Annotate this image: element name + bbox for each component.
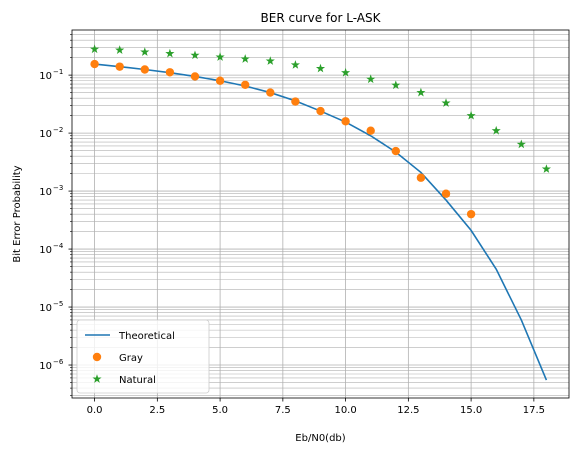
data-point-natural [416, 87, 426, 97]
x-tick-label: 15.0 [460, 405, 482, 416]
data-point-natural [190, 50, 200, 60]
data-point-natural [541, 164, 551, 173]
y-tick-base: 10 [39, 303, 52, 314]
axis-ticks: 0.0 2.5 5.0 7.5 10.0 12.5 15.0 17.510−610−510−4… [39, 34, 545, 416]
y-tick-exponent: −3 [53, 184, 63, 192]
data-point-natural [441, 98, 451, 107]
data-point-natural [491, 125, 501, 135]
x-tick-label: 17.5 [523, 405, 545, 416]
y-tick-exponent: −5 [53, 300, 63, 308]
data-point-natural [516, 139, 526, 149]
y-tick-base: 10 [39, 187, 52, 198]
plot-series [90, 44, 551, 381]
y-tick-exponent: −6 [53, 358, 64, 366]
y-tick-base: 10 [39, 245, 52, 256]
data-point-gray [165, 68, 175, 77]
data-point-natural [165, 48, 175, 58]
legend-marker-natural [92, 374, 102, 383]
data-point-natural [240, 54, 250, 63]
data-point-gray [316, 106, 325, 116]
data-point-gray [416, 173, 426, 182]
data-point-gray [240, 80, 250, 90]
grid-lines [72, 30, 569, 398]
data-point-gray [190, 72, 200, 81]
data-point-natural [140, 47, 150, 56]
x-tick-label: 2.5 [149, 405, 165, 416]
data-point-natural [391, 80, 401, 90]
data-point-natural [215, 52, 225, 61]
y-tick-label: 10 −3 [39, 184, 63, 198]
y-axis-label: Bit Error Probability [12, 165, 23, 262]
y-tick-exponent: −1 [53, 68, 63, 76]
data-point-gray [366, 126, 375, 135]
legend-label-gray: Gray [119, 353, 143, 364]
data-point-natural [366, 74, 376, 84]
x-tick-label: 5.0 [212, 405, 228, 416]
legend-label-natural: Natural [119, 375, 156, 386]
y-tick-label: 10 −5 [39, 300, 63, 314]
data-point-gray [215, 76, 225, 85]
legend: Theoretical Gray Natural [76, 319, 210, 394]
data-point-natural [115, 45, 125, 54]
y-tick-exponent: −4 [53, 242, 64, 250]
data-point-gray [341, 117, 350, 126]
x-tick-label: 12.5 [397, 405, 419, 416]
data-point-natural [341, 67, 351, 77]
legend-box [76, 319, 210, 394]
data-point-gray [441, 189, 451, 198]
y-tick-base: 10 [39, 129, 52, 140]
data-point-natural [315, 63, 326, 73]
data-point-gray [391, 146, 401, 156]
x-tick-label: 0.0 [87, 405, 103, 416]
y-tick-label: 10 −6 [39, 358, 64, 372]
x-axis-label: Eb/N0(db) [295, 433, 345, 444]
chart-title: BER curve for L-ASK [261, 11, 382, 25]
data-point-gray [115, 62, 124, 71]
y-tick-exponent: −2 [53, 126, 63, 134]
y-tick-base: 10 [39, 361, 52, 372]
data-point-natural [466, 110, 476, 120]
data-point-gray [291, 97, 300, 106]
x-tick-label: 10.0 [334, 405, 356, 416]
y-tick-label: 10 −2 [39, 126, 63, 140]
data-point-natural [90, 44, 100, 54]
data-point-gray [90, 59, 99, 69]
y-tick-label: 10 −4 [39, 242, 64, 256]
legend-label-theoretical: Theoretical [118, 331, 175, 342]
data-point-gray [466, 209, 476, 219]
legend-marker-gray [92, 352, 102, 362]
data-point-natural [290, 60, 300, 69]
data-point-gray [140, 65, 149, 74]
data-point-natural [265, 56, 275, 65]
y-tick-label: 10 −1 [39, 68, 63, 82]
x-tick-label: 7.5 [275, 405, 291, 416]
data-point-gray [266, 88, 275, 97]
y-tick-base: 10 [39, 71, 52, 82]
